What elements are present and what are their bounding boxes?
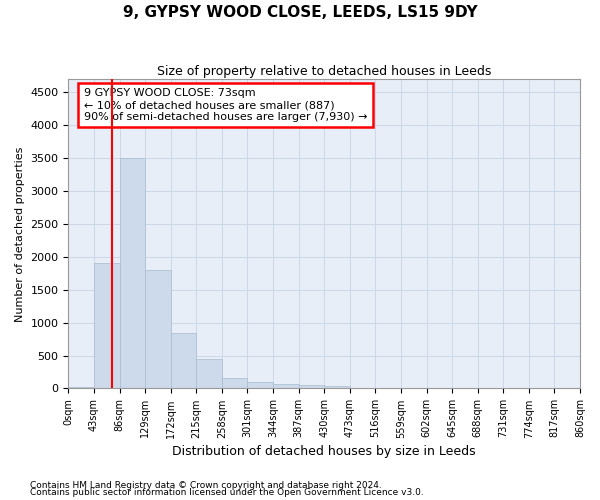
Text: 9 GYPSY WOOD CLOSE: 73sqm
← 10% of detached houses are smaller (887)
90% of semi: 9 GYPSY WOOD CLOSE: 73sqm ← 10% of detac…: [84, 88, 367, 122]
Text: Contains HM Land Registry data © Crown copyright and database right 2024.: Contains HM Land Registry data © Crown c…: [30, 480, 382, 490]
Bar: [171, 332, 196, 388]
Bar: [273, 384, 299, 388]
Bar: [299, 385, 324, 388]
Bar: [68, 387, 94, 388]
Bar: [222, 378, 247, 388]
Text: 9, GYPSY WOOD CLOSE, LEEDS, LS15 9DY: 9, GYPSY WOOD CLOSE, LEEDS, LS15 9DY: [122, 5, 478, 20]
Bar: [94, 264, 119, 388]
Y-axis label: Number of detached properties: Number of detached properties: [15, 146, 25, 322]
Bar: [196, 359, 222, 388]
Bar: [119, 158, 145, 388]
X-axis label: Distribution of detached houses by size in Leeds: Distribution of detached houses by size …: [172, 444, 476, 458]
Text: Contains public sector information licensed under the Open Government Licence v3: Contains public sector information licen…: [30, 488, 424, 497]
Bar: [324, 386, 350, 388]
Bar: [247, 382, 273, 388]
Title: Size of property relative to detached houses in Leeds: Size of property relative to detached ho…: [157, 65, 491, 78]
Bar: [145, 270, 171, 388]
